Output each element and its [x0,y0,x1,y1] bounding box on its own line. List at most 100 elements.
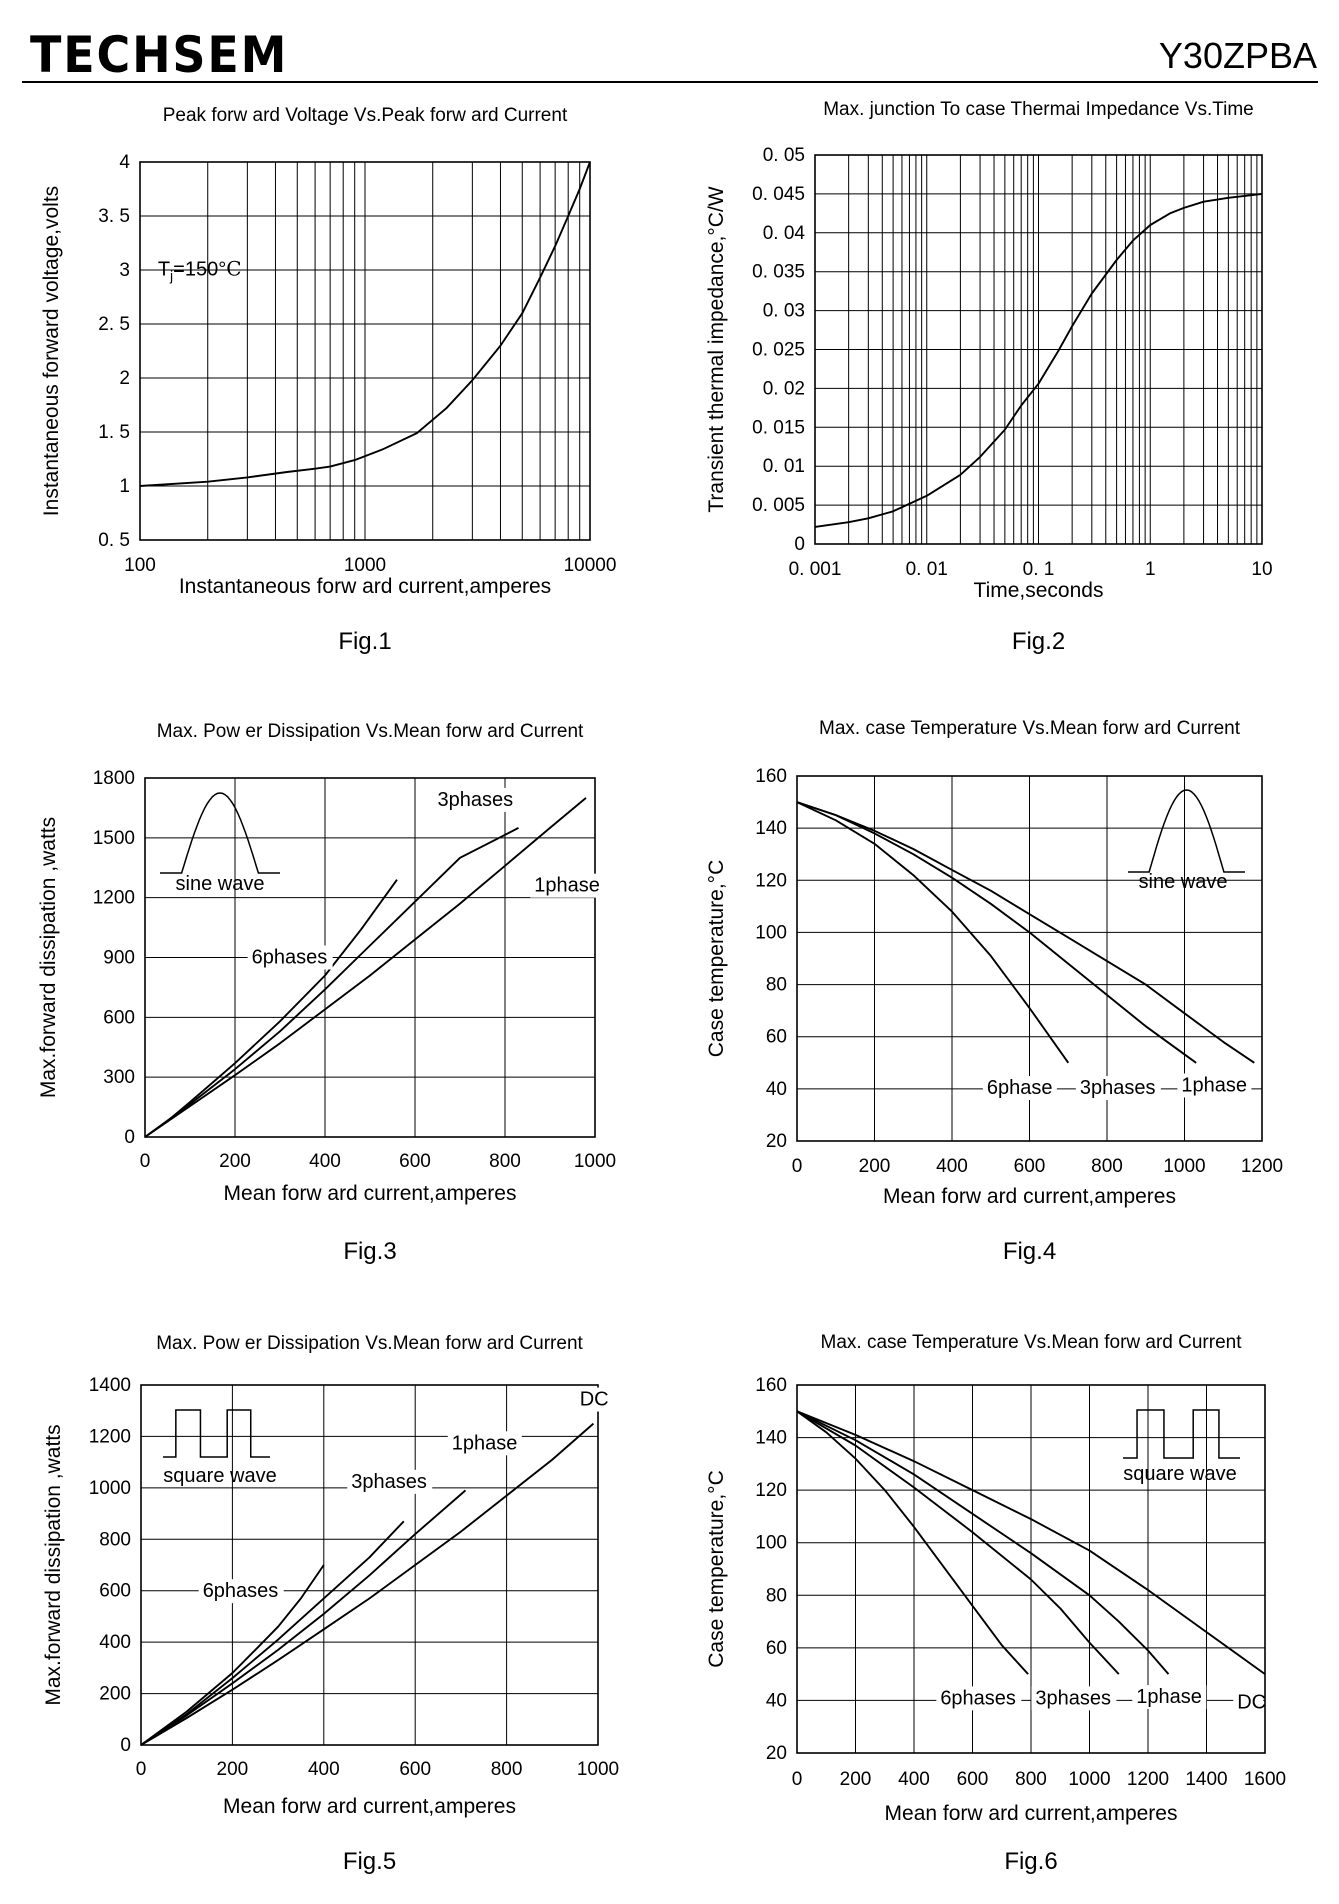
fig5-xtick-label: 800 [491,1759,523,1780]
header-rule [22,81,1318,83]
fig4-x-axis-label: Mean forw ard current,amperes [883,1185,1176,1208]
fig4-sine-wave-icon [1128,789,1245,873]
fig3-ytick-label: 900 [103,948,135,969]
fig6-ytick-label: 120 [755,1480,787,1501]
fig6-xtick-label: 1000 [1068,1769,1110,1790]
fig4-xtick-label: 400 [936,1156,968,1177]
fig3-ytick-label: 1200 [93,888,135,909]
fig3-xtick-label: 0 [140,1151,151,1172]
fig4-series-1phase-line [796,801,1255,1064]
fig4-annotation-backdrop [1075,1076,1161,1101]
fig2-chart: 0. 001 0. 01 0. 1 1 10 0 0. 005 0. 01 0. 015 0. 0… [705,99,1273,655]
fig5-ytick-label: 600 [99,1581,131,1602]
fig5-annotation-6phases: 6phases [203,1580,279,1602]
fig6-annotation-backdrop [936,1686,1022,1711]
fig6-xtick-label: 1600 [1244,1769,1286,1790]
fig5-xtick-label: 200 [217,1759,249,1780]
fig3-y-axis-label: Max.forward dissipation ,watts [37,817,60,1098]
fig4-ytick-label: 60 [766,1027,787,1048]
fig3-xtick-label: 400 [309,1151,341,1172]
fig6-x-axis-label: Mean forw ard current,amperes [885,1802,1178,1825]
fig4-annotation-1phase: 1phase [1181,1074,1247,1096]
fig2-grid [815,155,1262,544]
fig5-series-dc-line [140,1422,595,1746]
fig4-waveform-inset: sine wave [1128,789,1245,893]
fig6-waveform-label: square wave [1123,1463,1236,1485]
fig4-title: Max. case Temperature Vs.Mean forw ard C… [819,718,1241,739]
fig4-waveform-label: sine wave [1139,871,1228,893]
fig3-annotation-6phases: 6phases [252,946,328,968]
fig3-sine-wave-icon [160,792,280,874]
fig4-annotation-backdrop [1177,1073,1252,1098]
fig3-x-axis-label: Mean forw ard current,amperes [224,1182,517,1205]
fig5-xtick-label: 400 [308,1759,340,1780]
fig1-xtick-label: 1000 [344,555,386,576]
fig6-y-axis-label: Case temperature,°C [705,1470,728,1667]
fig1-grid [140,162,590,540]
fig4-xtick-label: 600 [1014,1156,1046,1177]
fig2-ytick-label: 0. 03 [763,301,805,322]
fig5-ytick-label: 400 [99,1632,131,1653]
fig5-ytick-label: 200 [99,1684,131,1705]
fig5-ytick-label: 1200 [89,1426,131,1447]
fig2-ytick-label: 0. 015 [752,417,805,438]
fig1-ytick-label: 2. 5 [98,314,130,335]
fig4-xtick-label: 1000 [1163,1156,1205,1177]
fig3-annotation-3phases: 3phases [438,789,514,811]
fig1-ytick-label: 1 [119,476,130,497]
fig5-figure-label: Fig.5 [343,1848,396,1875]
fig6-xtick-label: 0 [792,1769,803,1790]
fig4-ytick-label: 100 [755,922,787,943]
fig5-series-1phase-line [140,1489,467,1746]
fig5-xtick-label: 600 [399,1759,431,1780]
fig4-xtick-label: 800 [1091,1156,1123,1177]
fig2-xtick-label: 0. 001 [789,559,842,580]
fig5-annotation-dc: DC [580,1389,609,1411]
fig6-waveform-inset: square wave [1123,1409,1240,1485]
fig4-ytick-label: 120 [755,870,787,891]
fig4-ytick-label: 40 [766,1079,787,1100]
fig4-series-6phase-line [796,801,1070,1064]
fig3-xtick-label: 1000 [574,1151,616,1172]
fig1-xtick-label: 10000 [564,555,617,576]
fig5-ytick-label: 1400 [89,1375,131,1396]
fig6-annotation-backdrop [1132,1685,1207,1710]
fig6-xtick-label: 1400 [1185,1769,1227,1790]
fig2-series-curve-line [814,192,1263,528]
fig1-annotation: Tj=150°C [158,256,242,283]
fig2-ytick-label: 0. 05 [763,145,805,166]
fig5-annotation-backdrop [347,1469,433,1494]
fig3-annotation-backdrop [433,787,519,812]
fig6-ytick-label: 20 [766,1743,787,1764]
fig4-figure-label: Fig.4 [1003,1238,1056,1265]
fig1-ytick-label: 3. 5 [98,206,130,227]
fig5-y-axis-label: Max.forward dissipation ,watts [42,1424,65,1705]
fig4-xtick-label: 0 [792,1156,803,1177]
fig1-ytick-label: 4 [119,152,130,173]
fig6-series-dc-line [796,1410,1266,1675]
brand-logo: TECHSEM [30,26,289,84]
fig4-ytick-label: 140 [755,818,787,839]
fig2-ytick-label: 0. 01 [763,456,805,477]
fig6-plot-frame [796,1384,1266,1754]
fig2-ytick-label: 0. 045 [752,184,805,205]
fig3-title: Max. Pow er Dissipation Vs.Mean forw ard… [157,721,584,742]
fig5-ytick-label: 1000 [89,1478,131,1499]
fig5-waveform-label: square wave [163,1465,276,1487]
fig3-xtick-label: 800 [489,1151,521,1172]
fig1-x-axis-label: Instantaneous forw ard current,amperes [179,575,551,598]
fig5-x-axis-label: Mean forw ard current,amperes [223,1795,516,1818]
fig3-ytick-label: 1500 [93,828,135,849]
fig2-figure-label: Fig.2 [1012,628,1065,655]
fig3-series-6phases-line [144,879,398,1138]
fig5-ytick-label: 800 [99,1529,131,1550]
fig5-chart: 0 200 400 600 800 1000 0 200 400 600 800 1000 1200 14… [42,1333,619,1875]
fig3-annotation-1phase: 1phase [534,875,600,897]
fig4-ytick-label: 20 [766,1131,787,1152]
fig3-ytick-label: 0 [124,1127,135,1148]
fig3-ytick-label: 1800 [93,768,135,789]
fig3-xtick-label: 200 [219,1151,251,1172]
fig2-plot-frame [814,154,1263,545]
fig4-plot-frame [796,775,1263,1142]
